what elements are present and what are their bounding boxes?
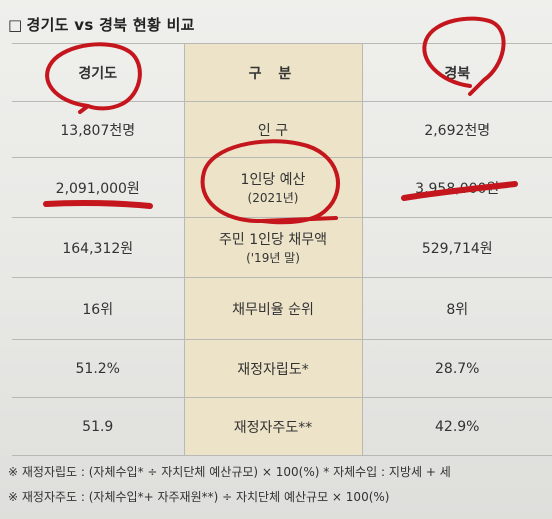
title-bullet: □ [8, 16, 23, 34]
cell-category: 재정자주도** [183, 397, 363, 456]
table-row: 2,091,000원 1인당 예산 (2021년) 3,958,000원 [12, 157, 552, 218]
cell-gyeonggi: 13,807천명 [12, 101, 184, 158]
cell-category: 인 구 [183, 101, 363, 158]
cell-gyeongbuk: 42.9% [361, 397, 552, 456]
table-row: 13,807천명 인 구 2,692천명 [12, 101, 552, 158]
cell-gyeongbuk: 8위 [361, 277, 552, 340]
category-sublabel: ('19년 말) [246, 251, 300, 265]
footnote-self-reliance: ※ 재정자립도 : (자체수입* ÷ 자치단체 예산규모) × 100(%) *… [8, 465, 451, 479]
cell-category: 1인당 예산 (2021년) [183, 157, 363, 218]
header-gyeonggi: 경기도 [12, 43, 184, 102]
cell-gyeonggi: 2,091,000원 [12, 157, 184, 218]
category-label: 인 구 [257, 122, 289, 139]
title-text: 경기도 vs 경북 현황 비교 [26, 16, 195, 34]
cell-category: 채무비율 순위 [183, 277, 363, 340]
cell-gyeongbuk: 2,692천명 [361, 101, 552, 158]
category-label: 주민 1인당 채무액 [219, 232, 327, 248]
table-row: 16위 채무비율 순위 8위 [12, 277, 552, 340]
category-sublabel: (2021년) [247, 191, 299, 205]
table-row: 164,312원 주민 1인당 채무액 ('19년 말) 529,714원 [12, 217, 552, 278]
cell-category: 주민 1인당 채무액 ('19년 말) [183, 217, 363, 278]
header-gyeongbuk: 경북 [361, 43, 552, 102]
footnote-autonomy: ※ 재정자주도 : (자체수입*+ 자주재원**) ÷ 자치단체 예산규모 × … [8, 490, 390, 504]
header-row: 경기도 구 분 경북 [12, 43, 552, 102]
footnotes: ※ 재정자립도 : (자체수입* ÷ 자치단체 예산규모) × 100(%) *… [8, 460, 552, 510]
cell-gyeonggi: 51.9 [12, 397, 184, 456]
category-label: 1인당 예산 [240, 172, 306, 188]
cell-gyeongbuk: 529,714원 [361, 217, 552, 278]
comparison-table: 경기도 구 분 경북 13,807천명 인 구 2,692천명 2,091,00… [12, 43, 552, 456]
cell-category: 재정자립도* [183, 339, 363, 398]
header-category: 구 분 [183, 43, 363, 102]
cell-gyeonggi: 164,312원 [12, 217, 184, 278]
table-row: 51.2% 재정자립도* 28.7% [12, 339, 552, 398]
table-row: 51.9 재정자주도** 42.9% [12, 397, 552, 456]
page-title: □ 경기도 vs 경북 현황 비교 [8, 14, 195, 35]
cell-gyeonggi: 51.2% [12, 339, 184, 398]
cell-gyeonggi: 16위 [12, 277, 184, 340]
cell-gyeongbuk: 28.7% [361, 339, 552, 398]
cell-gyeongbuk: 3,958,000원 [361, 157, 552, 218]
